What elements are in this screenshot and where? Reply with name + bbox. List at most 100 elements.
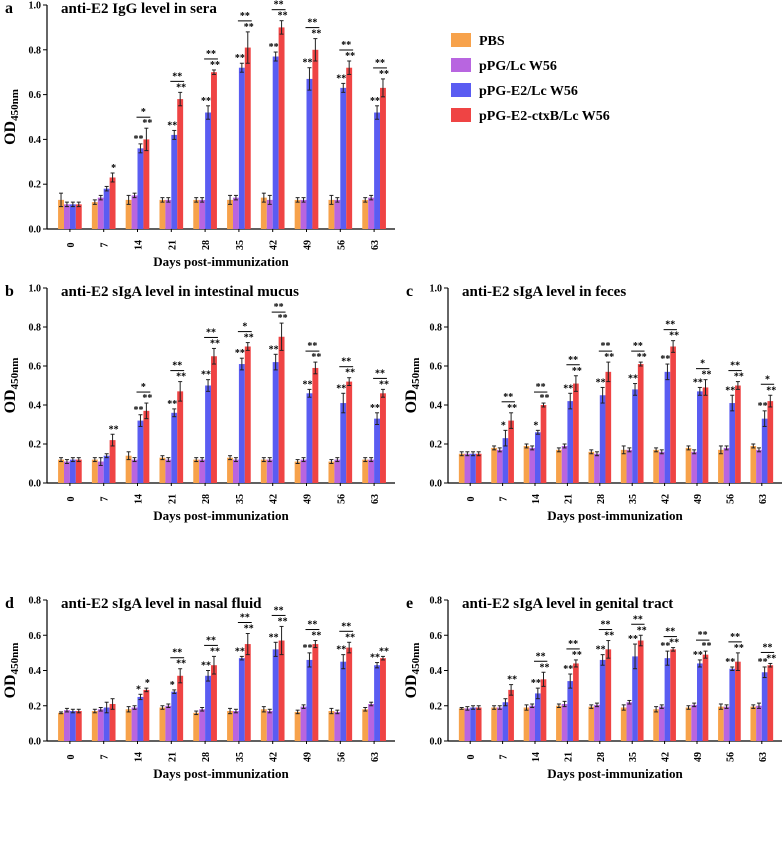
significance-marker: ** [637,625,647,636]
bar [475,453,482,483]
bar [131,459,138,483]
bar [109,177,116,229]
significance-marker: ** [370,653,380,664]
bar [306,393,313,483]
y-tick-label: 0.2 [430,440,443,451]
significance-marker: ** [540,393,550,404]
y-tick-label: 0.4 [29,401,42,412]
bar [523,445,530,483]
bar [165,199,172,229]
y-tick-label: 0.0 [29,479,42,490]
bar [294,711,301,741]
y-tick-label: 0.0 [29,225,42,236]
significance-marker: * [145,678,150,689]
significance-marker: ** [563,383,573,394]
bar [75,204,82,229]
significance-marker: ** [278,313,288,324]
x-tick-label: 28 [201,240,212,250]
x-tick-label: 0 [466,755,477,760]
chart-panel-c: c anti-E2 sIgA level in feces 0.0 0.2 0.4 0.6… [403,283,782,523]
bar [159,707,166,741]
bar [294,199,301,229]
significance-marker: ** [536,651,546,662]
bar [691,451,697,483]
significance-marker: ** [341,40,351,51]
significance-marker: ** [669,638,679,649]
x-tick-label: 7 [499,755,510,760]
bar [346,67,353,229]
significance-marker: ** [341,357,351,368]
bar [328,461,335,483]
bar [137,420,144,483]
bar [594,453,600,483]
significance-marker: ** [734,643,744,654]
chart-panel-d: d anti-E2 sIgA level in nasal fluid 0.0 0.2… [2,595,395,781]
bar [491,707,497,741]
bar [272,362,279,483]
significance-marker: ** [563,664,573,675]
bar [328,199,335,229]
y-tick-label: 0.4 [29,666,42,677]
x-tick-label: 49 [303,240,314,250]
bar [658,451,665,483]
x-tick-label: 49 [693,752,704,762]
significance-marker: * [242,322,247,333]
bar [691,704,697,741]
y-tick-label: 1.0 [430,284,443,295]
bar [723,447,730,483]
significance-marker: ** [307,341,317,352]
significance-marker: ** [235,646,245,657]
significance-marker: ** [568,639,578,650]
x-tick-label: 42 [269,752,280,762]
bar [735,385,741,483]
significance-marker: * [136,684,141,695]
bar [556,449,562,483]
bar [750,706,757,741]
bar [334,459,341,483]
significance-marker: ** [133,405,143,416]
x-tick-label: 56 [725,752,736,762]
significance-marker: ** [725,657,735,668]
bar [702,387,709,483]
significance-marker: ** [269,42,279,53]
y-tick-label: 0.4 [430,401,443,412]
significance-marker: ** [172,71,182,82]
bar [306,659,313,741]
significance-marker: ** [341,621,351,632]
bar [193,712,200,741]
bar [637,364,644,483]
significance-marker: ** [375,368,385,379]
bar [103,188,110,229]
bar [767,401,774,483]
bar [227,711,233,741]
significance-marker: ** [596,377,606,388]
bar [374,112,381,229]
significance-marker: ** [274,0,284,11]
x-tick-label: 42 [269,240,280,250]
y-tick-label: 0.6 [29,362,42,373]
significance-marker: ** [536,382,546,393]
significance-marker: ** [142,118,152,129]
significance-marker: * [533,420,538,431]
bar [340,661,347,741]
x-tick-label: 56 [336,752,347,762]
significance-marker: ** [210,646,220,657]
bar [103,455,110,483]
x-axis-label: Days post-immunization [153,508,289,523]
x-tick-label: 7 [100,243,111,248]
x-tick-label: 0 [466,497,477,502]
panel-letter: c [406,283,413,300]
significance-marker: ** [336,73,346,84]
bar [529,705,535,741]
bar [137,148,144,229]
bar [718,449,724,483]
bar [165,459,172,483]
bar [171,691,178,741]
significance-marker: * [141,107,146,118]
bar [69,204,76,229]
significance-marker: ** [206,49,216,60]
bar [58,712,64,741]
significance-marker: ** [762,642,772,653]
y-tick-label: 0.6 [430,631,443,642]
significance-marker: ** [244,333,254,344]
